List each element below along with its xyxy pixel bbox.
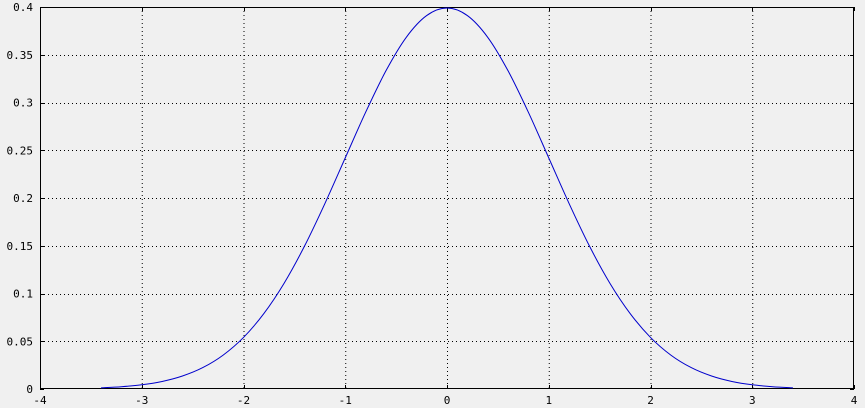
x-tick-label: -2: [237, 394, 250, 407]
data-point: [141, 384, 142, 385]
y-tick-label: 0: [26, 383, 33, 396]
data-point: [507, 70, 508, 71]
series-layer: [100, 7, 793, 389]
x-tick-labels: -4 -3 -2 -1 0 1 2 3 4: [33, 394, 857, 407]
y-tick-label: 0.2: [13, 192, 33, 205]
series-line: [101, 7, 793, 389]
data-point: [406, 37, 407, 38]
data-point: [182, 375, 183, 376]
data-point: [100, 387, 101, 388]
y-tick-label: 0.4: [13, 1, 33, 14]
y-tick-label: 0.1: [13, 288, 33, 301]
data-point: [528, 112, 529, 113]
data-point: [670, 355, 671, 356]
y-tick-label: 0.15: [7, 240, 34, 253]
data-point: [202, 367, 203, 368]
y-tick-labels: 0 0.05 0.1 0.15 0.2 0.25 0.3 0.35 0.4: [7, 1, 34, 396]
data-point: [650, 337, 651, 338]
x-tick-label: -4: [33, 394, 47, 407]
data-point: [426, 15, 427, 16]
data-point: [223, 355, 224, 356]
data-point: [345, 157, 346, 158]
y-tick-label: 0.3: [13, 97, 33, 110]
data-point: [589, 245, 590, 246]
y-tick-label: 0.35: [7, 49, 34, 62]
data-point: [772, 386, 773, 387]
data-point: [304, 245, 305, 246]
data-point: [711, 375, 712, 376]
data-point: [691, 367, 692, 368]
data-point: [263, 313, 264, 314]
data-point: [792, 387, 793, 388]
data-point: [609, 282, 610, 283]
x-tick-label: 2: [647, 394, 654, 407]
x-tick-label: -1: [339, 394, 352, 407]
tick-marks: [40, 7, 855, 390]
x-tick-label: -3: [135, 394, 148, 407]
x-tick-label: 1: [545, 394, 552, 407]
data-point: [630, 313, 631, 314]
x-tick-label: 3: [749, 394, 756, 407]
data-point: [121, 386, 122, 387]
y-tick-label: 0.05: [7, 335, 34, 348]
data-point: [752, 384, 753, 385]
data-point: [731, 381, 732, 382]
grid-lines: [40, 7, 854, 389]
data-point: [385, 70, 386, 71]
x-tick-label: 4: [851, 394, 858, 407]
x-tick-label: 0: [444, 394, 451, 407]
data-point: [284, 282, 285, 283]
data-point: [467, 15, 468, 16]
y-tick-label: 0.25: [7, 144, 34, 157]
data-point: [365, 112, 366, 113]
data-point: [487, 37, 488, 38]
data-point: [324, 203, 325, 204]
data-point: [446, 7, 447, 8]
data-point: [162, 381, 163, 382]
data-point: [243, 337, 244, 338]
data-point: [548, 157, 549, 158]
data-point: [569, 203, 570, 204]
